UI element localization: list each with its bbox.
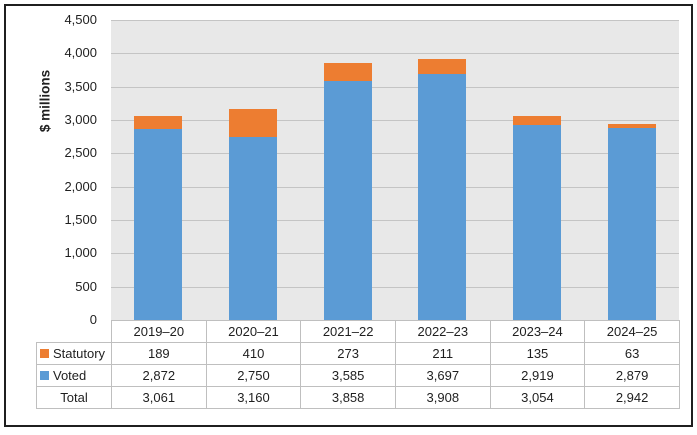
value-cell-voted-2021-22: 3,585 [300,364,396,387]
y-tick-label: 2,500 [64,145,97,161]
row-header-voted: Voted [36,364,112,387]
row-header-statutory: Statutory [36,342,112,365]
column-header-2024-25: 2024–25 [584,320,680,343]
bar-segment-voted-2021-22 [323,81,372,320]
gridline [111,253,679,255]
value-cell-statutory-2020-21: 410 [205,342,302,365]
bar-segment-statutory-2022-23 [418,59,467,74]
column-header-2020-21: 2020–21 [205,320,302,343]
y-tick-label: 3,500 [64,78,97,94]
bar-segment-voted-2019-20 [134,128,183,320]
y-tick-label: 4,000 [64,45,97,61]
bar-segment-statutory-2023-24 [513,116,561,126]
value-cell-statutory-2021-22: 273 [300,342,396,365]
value-cell-total-2024-25: 2,942 [584,386,680,409]
gridline [111,186,679,188]
gridline [111,220,679,221]
value-cell-total-2019-20: 3,061 [111,386,207,409]
value-cell-statutory-2022-23: 211 [394,342,491,365]
column-header-2021-22: 2021–22 [300,320,396,343]
gridline [111,20,679,21]
value-cell-total-2021-22: 3,858 [300,386,396,409]
gridline [111,53,679,55]
value-cell-voted-2024-25: 2,879 [584,364,680,387]
value-cell-statutory-2019-20: 189 [111,342,207,365]
y-tick-label: 1,500 [64,212,97,227]
y-tick-label: 2,000 [64,178,97,194]
table-corner-blank [37,321,112,343]
value-cell-statutory-2024-25: 63 [584,342,680,365]
bar-segment-statutory-2020-21 [229,109,277,137]
gridline [111,120,679,121]
gridline [111,153,679,155]
y-tick-label: 500 [75,278,97,294]
row-label-text: Statutory [53,346,106,361]
value-cell-total-2020-21: 3,160 [205,386,302,409]
value-cell-statutory-2023-24: 135 [489,342,586,365]
row-header-total: Total [36,386,112,409]
bar-segment-statutory-2021-22 [323,62,372,81]
row-label-total: Total [37,390,111,405]
voted-legend-key-icon [40,371,49,380]
y-tick-label: 4,500 [64,12,97,27]
bar-segment-statutory-2019-20 [134,115,183,129]
column-header-2023-24: 2023–24 [489,320,586,343]
column-header-2019-20: 2019–20 [111,320,207,343]
row-label-text: Voted [53,368,87,383]
value-cell-total-2023-24: 3,054 [489,386,586,409]
gridline [111,286,679,288]
value-cell-voted-2023-24: 2,919 [489,364,586,387]
column-header-2022-23: 2022–23 [394,320,491,343]
bar-segment-voted-2022-23 [418,73,467,320]
row-label-statutory: Statutory [37,346,111,361]
bar-segment-voted-2023-24 [513,125,561,320]
data-table: 2019–20 2020–21 2021–22 2022–23 2023–24 2024–… [36,320,680,409]
statutory-legend-key-icon [40,349,49,358]
bar-segment-voted-2024-25 [607,128,656,320]
row-label-text: Total [60,390,88,405]
value-cell-total-2022-23: 3,908 [394,386,491,409]
y-tick-label: 1,000 [64,245,97,261]
value-cell-voted-2019-20: 2,872 [111,364,207,387]
y-tick-label: 0 [89,312,97,327]
value-cell-voted-2022-23: 3,697 [394,364,491,387]
value-cell-voted-2020-21: 2,750 [205,364,302,387]
plot-area [111,20,679,320]
bar-segment-statutory-2024-25 [607,123,656,129]
bar-segment-voted-2020-21 [229,136,277,320]
row-label-voted: Voted [37,368,111,383]
gridline [111,86,679,88]
y-tick-label: 3,000 [64,112,97,127]
